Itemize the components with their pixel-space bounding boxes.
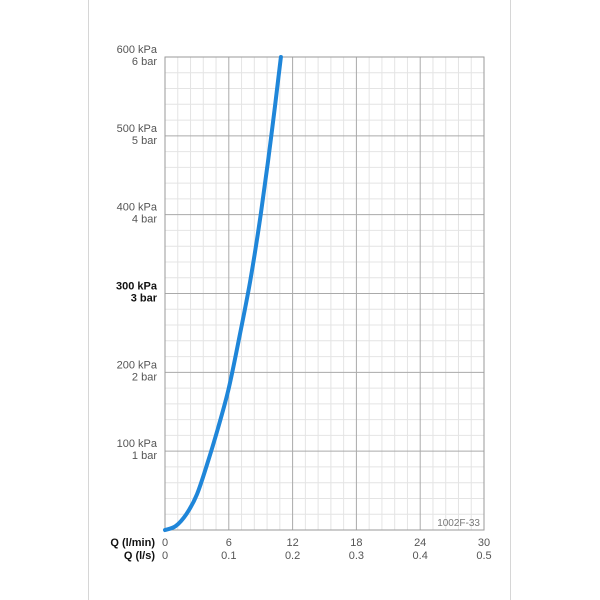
y-tick-label-kpa: 100 kPa — [117, 438, 158, 450]
chart-code-label: 1002F-33 — [437, 518, 480, 529]
plot-frame — [164, 56, 485, 531]
x-tick-label: 0.1 — [221, 550, 236, 562]
x-tick-label: 0.3 — [349, 550, 364, 562]
x-axis-title: Q (l/min) — [110, 537, 155, 549]
y-tick-label-bar: 1 bar — [132, 450, 157, 462]
y-tick-label-kpa: 500 kPa — [117, 123, 158, 135]
y-tick-label-kpa: 400 kPa — [117, 202, 158, 214]
series-line — [163, 55, 283, 532]
x-axis-ticks: 0 6 12 18 24 30 0 0.1 0.2 0.3 0.4 0.5 — [162, 537, 492, 562]
x-axis-titles: Q (l/min)Q (l/s) — [110, 537, 155, 562]
x-tick-label: 0.2 — [285, 550, 300, 562]
x-tick-label: 0 — [162, 537, 168, 549]
major-grid — [165, 57, 484, 530]
y-tick-label-bar: 3 bar — [131, 293, 158, 305]
page-frame — [88, 0, 511, 600]
y-tick-label-kpa: 300 kPa — [116, 281, 158, 293]
x-tick-label: 0.5 — [476, 550, 491, 562]
x-tick-label: 6 — [226, 537, 232, 549]
y-tick-label-bar: 5 bar — [132, 135, 157, 147]
y-tick-label-bar: 2 bar — [132, 371, 157, 383]
series-group — [163, 55, 283, 532]
x-tick-label: 30 — [478, 537, 490, 549]
x-tick-label: 24 — [414, 537, 426, 549]
x-axis-title: Q (l/s) — [124, 550, 156, 562]
y-tick-label-bar: 6 bar — [132, 56, 157, 68]
x-tick-label: 12 — [286, 537, 298, 549]
y-tick-label-kpa: 200 kPa — [117, 359, 158, 371]
x-tick-label: 0.4 — [413, 550, 428, 562]
y-tick-label-kpa: 600 kPa — [117, 44, 158, 56]
x-tick-label: 18 — [350, 537, 362, 549]
y-tick-label-bar: 4 bar — [132, 214, 157, 226]
x-tick-label: 0 — [162, 550, 168, 562]
